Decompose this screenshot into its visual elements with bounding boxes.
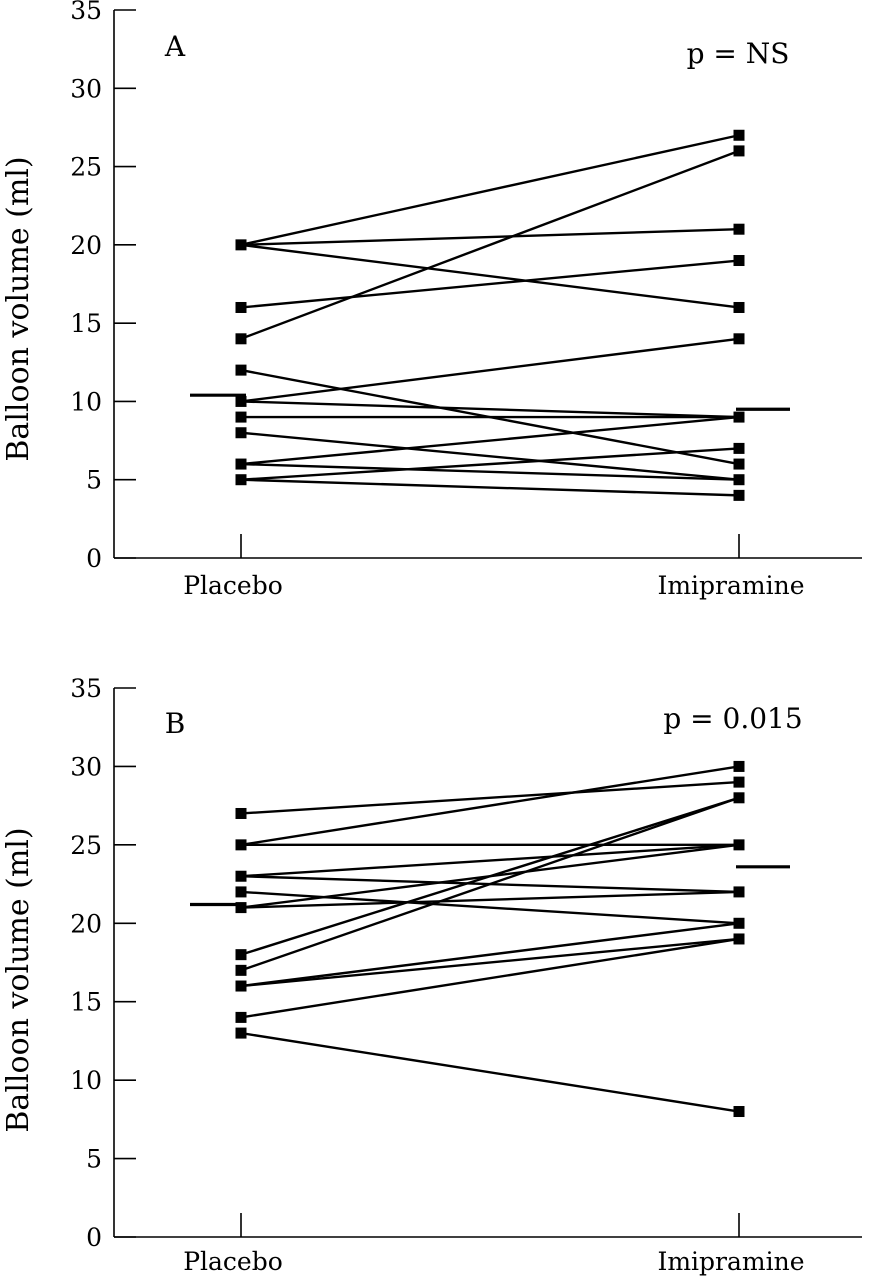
pair-line	[240, 462, 740, 481]
imipramine-point	[733, 760, 745, 772]
imipramine-point	[733, 411, 745, 423]
placebo-point	[235, 980, 247, 992]
y-axis-label: Balloon volume (ml)	[1, 827, 36, 1132]
imipramine-point	[733, 145, 745, 157]
y-tick-label: 5	[86, 466, 102, 495]
placebo-point	[235, 886, 247, 898]
y-tick-label: 0	[86, 1223, 102, 1252]
y-tick-label: 25	[70, 831, 102, 860]
placebo-point	[235, 301, 247, 313]
y-tick-label: 10	[70, 1066, 102, 1095]
placebo-point	[235, 395, 247, 407]
y-tick-label: 0	[86, 544, 102, 573]
placebo-point	[235, 902, 247, 914]
placebo-point	[235, 870, 247, 882]
panel-label: A	[164, 30, 186, 63]
y-tick-label: 35	[70, 0, 102, 25]
y-tick-label: 20	[70, 909, 102, 938]
imipramine-point	[733, 933, 745, 945]
imipramine-point	[733, 255, 745, 267]
pair-line	[240, 228, 740, 247]
imipramine-point	[733, 886, 745, 898]
placebo-point	[235, 239, 247, 251]
pair-line	[240, 337, 740, 403]
pair-line	[240, 259, 740, 309]
placebo-point	[235, 1027, 247, 1039]
y-tick-label: 35	[70, 674, 102, 703]
imipramine-point	[733, 301, 745, 313]
p-value-annotation: p = 0.015	[663, 702, 802, 735]
placebo-point	[235, 964, 247, 976]
placebo-point	[235, 364, 247, 376]
p-value-annotation: p = NS	[687, 37, 790, 70]
pair-line	[240, 890, 740, 925]
imipramine-point	[733, 474, 745, 486]
imipramine-point	[733, 792, 745, 804]
y-tick-label: 25	[70, 153, 102, 182]
imipramine-point	[733, 442, 745, 454]
panel-b: 0 5 10 15 20 25 30 35 Placebo Imipramine Balloon v…	[1, 674, 862, 1276]
placebo-point	[235, 839, 247, 851]
imipramine-point	[733, 333, 745, 345]
y-tick-label: 5	[86, 1145, 102, 1174]
pair-line	[240, 780, 740, 815]
panel-a: 0 5 10 15 20 25 30 35 Placebo Imipramine Balloon v…	[1, 0, 862, 600]
y-tick-label: 30	[70, 752, 102, 781]
pair-line	[240, 937, 740, 1019]
pair-line	[240, 243, 740, 309]
pair-line	[240, 922, 740, 988]
x-category-label: Placebo	[183, 1247, 283, 1276]
placebo-point	[235, 1011, 247, 1023]
imipramine-point	[733, 223, 745, 235]
pair-line	[240, 431, 740, 481]
imipramine-point	[733, 489, 745, 501]
placebo-point	[235, 474, 247, 486]
placebo-point	[235, 458, 247, 470]
pair-line	[240, 1031, 740, 1113]
imipramine-point	[733, 839, 745, 851]
placebo-point	[235, 427, 247, 439]
imipramine-point	[733, 917, 745, 929]
panel-label: B	[165, 707, 186, 740]
y-axis-label: Balloon volume (ml)	[1, 156, 36, 461]
pair-line	[240, 478, 740, 497]
pair-line	[240, 149, 740, 340]
y-tick-label: 20	[70, 231, 102, 260]
pair-line	[240, 400, 740, 419]
pair-line	[240, 765, 740, 847]
imipramine-point	[733, 1106, 745, 1118]
placebo-point	[235, 411, 247, 423]
y-tick-label: 15	[70, 988, 102, 1017]
imipramine-point	[733, 458, 745, 470]
pair-line	[240, 796, 740, 956]
x-category-label: Imipramine	[657, 571, 804, 600]
x-category-label: Placebo	[183, 571, 283, 600]
pair-line	[240, 796, 740, 972]
imipramine-point	[733, 776, 745, 788]
placebo-point	[235, 949, 247, 961]
x-category-label: Imipramine	[657, 1247, 804, 1276]
y-tick-label: 15	[70, 309, 102, 338]
placebo-point	[235, 807, 247, 819]
imipramine-point	[733, 129, 745, 141]
pair-line	[240, 890, 740, 909]
pair-line	[240, 134, 740, 247]
y-tick-label: 30	[70, 74, 102, 103]
pair-line	[240, 843, 740, 878]
pair-line	[240, 447, 740, 481]
y-tick-label: 10	[70, 387, 102, 416]
placebo-point	[235, 333, 247, 345]
pair-line	[240, 937, 740, 988]
pair-line	[240, 415, 740, 466]
